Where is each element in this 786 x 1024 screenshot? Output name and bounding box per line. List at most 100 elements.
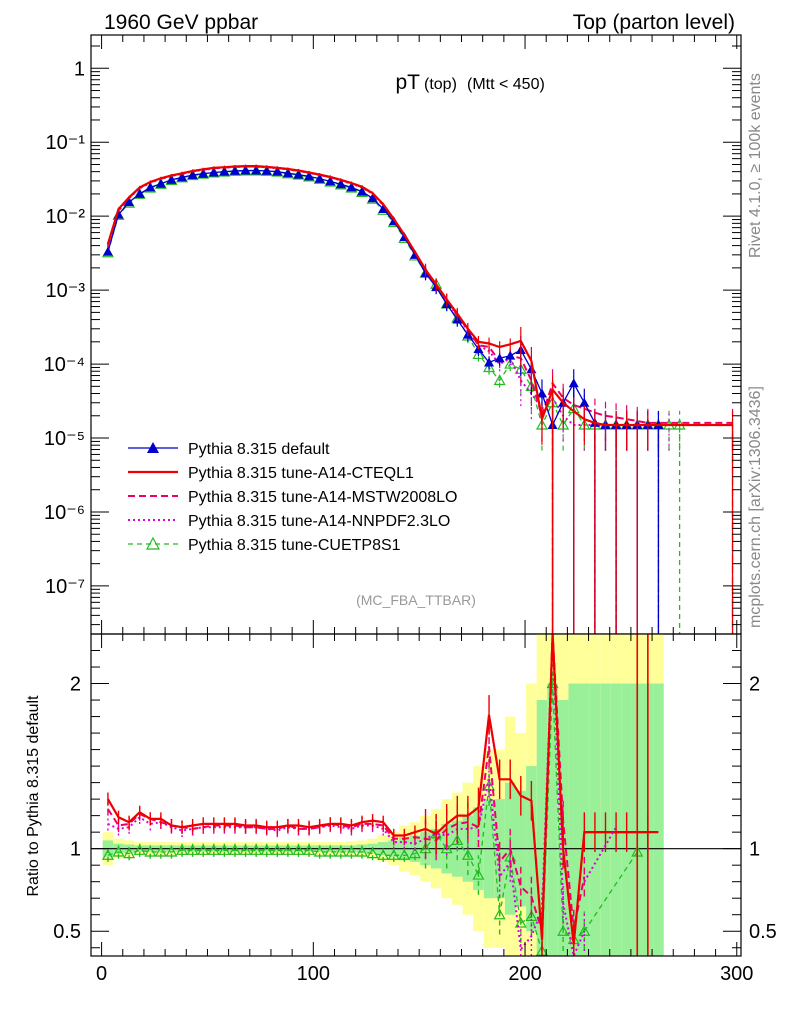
ratio-marker-cuetp8s1: [387, 849, 400, 860]
ratio-y-tick-label-left: 0.5: [53, 921, 81, 943]
marker-default: [325, 176, 336, 186]
marker-default: [145, 182, 156, 192]
main-series-layer: [101, 164, 734, 634]
ratio-y-tick-label-left: 2: [70, 674, 81, 696]
collision-energy-label: 1960 GeV ppbar: [104, 11, 258, 34]
ratio-marker-cuetp8s1: [144, 845, 157, 857]
marker-default: [335, 179, 346, 189]
ratio-marker-cuetp8s1: [207, 844, 220, 855]
ratio-marker-cuetp8s1: [345, 845, 358, 857]
ratio-series-layer: [91, 633, 741, 960]
ratio-marker-cuetp8s1: [557, 924, 570, 936]
ratio-y-tick-label-right: 2: [749, 674, 760, 696]
ratio-marker-cuetp8s1: [461, 849, 474, 860]
green-band: [547, 683, 558, 956]
ratio-marker-cuetp8s1: [197, 844, 210, 855]
ratio-marker-cuetp8s1: [398, 849, 411, 860]
marker-default: [314, 173, 325, 183]
series-line-nnpdf: [106, 165, 669, 426]
process-label: Top (parton level): [573, 11, 735, 34]
marker-default: [134, 188, 145, 198]
marker-default: [536, 388, 547, 398]
ratio-marker-cuetp8s1: [408, 847, 421, 859]
ratio-marker-cuetp8s1: [324, 845, 337, 857]
marker-default: [177, 172, 188, 182]
marker-default: [484, 357, 495, 367]
ratio-marker-cuetp8s1: [186, 844, 199, 855]
ratio-marker-cuetp8s1: [281, 844, 294, 855]
plot-title-sub1: (top): [424, 76, 457, 93]
legend-label-cteql1: Pythia 8.315 tune-A14-CTEQL1: [188, 465, 414, 482]
ratio-marker-cuetp8s1: [154, 845, 167, 857]
legend-item-mstw: Pythia 8.315 tune-A14-MSTW2008LO: [128, 489, 457, 506]
y-tick-label: 10⁻⁶: [44, 502, 85, 524]
legend-item-nnpdf: Pythia 8.315 tune-A14-NNPDF2.3LO: [128, 513, 450, 530]
y-tick-label: 10⁻²: [46, 206, 86, 228]
x-tick-label: 300: [720, 963, 753, 985]
legend-item-cteql1: Pythia 8.315 tune-A14-CTEQL1: [128, 465, 414, 482]
ratio-y-axis-label: Ratio to Pythia 8.315 default: [25, 695, 42, 897]
series-mstw: [106, 164, 734, 634]
marker-default: [240, 165, 251, 175]
y-tick-label: 10⁻⁵: [44, 428, 85, 450]
mcplots-citation-label: mcplots.cern.ch [arXiv:1306.3436]: [747, 386, 764, 628]
legend-item-default: Pythia 8.315 default: [128, 441, 330, 458]
ratio-marker-cuetp8s1: [133, 844, 146, 855]
ratio-marker-cuetp8s1: [313, 845, 326, 857]
marker-default: [568, 378, 579, 388]
legend-label-nnpdf: Pythia 8.315 tune-A14-NNPDF2.3LO: [188, 513, 450, 530]
series-line-mstw: [106, 165, 733, 424]
ratio-tail-cuetp8s1: [583, 851, 638, 932]
x-tick-label: 0: [96, 963, 107, 985]
marker-default: [272, 166, 283, 176]
marker-default: [219, 166, 230, 176]
ratio-marker-cuetp8s1: [514, 916, 527, 928]
marker-cuetp8s1: [483, 361, 496, 373]
series-line-cteql1: [106, 165, 733, 427]
ratio-panel: 0.5 0.5 1 1 2 2 0 100 200 300 Ratio to Pythia 8.3…: [25, 633, 777, 985]
marker-default: [208, 167, 219, 177]
ratio-axes: 0.5 0.5 1 1 2 2 0 100 200 300: [53, 633, 777, 985]
ratio-marker-cuetp8s1: [112, 845, 125, 857]
ratio-marker-cuetp8s1: [271, 844, 284, 855]
ratio-tail-nnpdf: [583, 826, 617, 883]
marker-default: [346, 182, 357, 192]
legend: Pythia 8.315 default Pythia 8.315 tune-A1…: [128, 441, 457, 554]
ratio-line-cuetp8s1: [107, 683, 585, 952]
ratio-y-tick-label-right: 1: [749, 839, 760, 861]
ratio-marker-cuetp8s1: [303, 844, 316, 855]
marker-default: [357, 186, 368, 196]
y-tick-label: 10⁻³: [46, 280, 86, 302]
series-cteql1: [106, 164, 734, 634]
ratio-marker-cuetp8s1: [440, 842, 453, 854]
ratio-line-cteql1: [106, 633, 648, 945]
legend-item-cuetp8s1: Pythia 8.315 tune-CUETP8S1: [128, 536, 401, 554]
ratio-line-mstw: [107, 633, 586, 932]
marker-default: [155, 178, 166, 188]
marker-default: [494, 353, 505, 363]
plot-title-sub2: (Mtt < 450): [467, 76, 545, 93]
ratio-marker-cuetp8s1: [176, 844, 189, 855]
legend-marker: [147, 442, 159, 453]
marker-default: [505, 350, 516, 360]
marker-default: [282, 168, 293, 178]
ratio-marker-cuetp8s1: [493, 908, 506, 920]
ratio-marker-cuetp8s1: [292, 844, 305, 855]
marker-default: [166, 174, 177, 184]
green-band: [568, 683, 580, 956]
ratio-marker-cuetp8s1: [250, 844, 263, 855]
legend-marker: [145, 536, 161, 550]
ratio-marker-cuetp8s1: [123, 847, 136, 859]
ratio-marker-cuetp8s1: [260, 844, 273, 855]
series-line-cuetp8s1: [107, 170, 680, 427]
series-default: [102, 165, 664, 634]
marker-default: [579, 397, 590, 407]
marker-cuetp8s1: [472, 348, 485, 360]
series-cuetp8s1: [101, 164, 686, 634]
marker-default: [187, 170, 198, 180]
ratio-marker-cuetp8s1: [451, 834, 464, 846]
y-tick-label: 10⁻¹: [46, 132, 86, 154]
marker-default: [198, 168, 209, 178]
rivet-version-label: Rivet 4.1.0, ≥ 100k events: [747, 73, 764, 258]
